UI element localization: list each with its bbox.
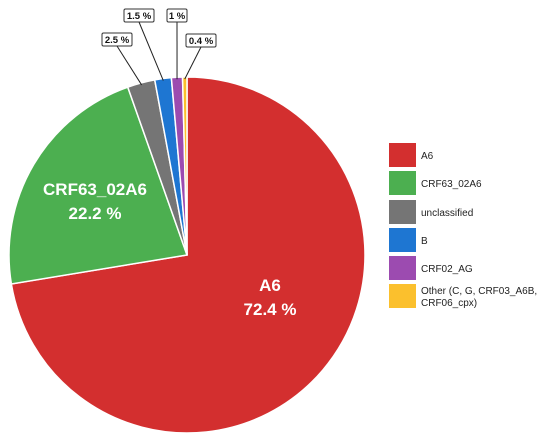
pie-slice-a6 — [10, 76, 366, 434]
slice-percent-label: 2.5 % — [105, 35, 130, 46]
legend-swatch — [389, 228, 416, 252]
slice-percent-label: 0.4 % — [189, 36, 214, 47]
legend-item-a6: A6 — [389, 143, 434, 167]
slice-category-label: A6 — [259, 276, 281, 295]
legend-label: A6 — [421, 151, 434, 162]
callout-leader-unclassified — [116, 45, 143, 86]
legend-label: CRF02_AG — [421, 264, 473, 275]
pie-slice-crf63-02a6 — [8, 86, 189, 285]
legend-label: CRF63_02A6 — [421, 179, 482, 190]
legend-item-crf63-02a6: CRF63_02A6 — [389, 171, 482, 195]
legend-item-unclassified: unclassified — [389, 200, 473, 224]
callout-box-unclassified — [101, 32, 133, 47]
legend-label: Other (C, G, CRF03_A6B, — [421, 286, 537, 297]
callout-leader-b — [138, 21, 164, 81]
legend-item-crf02-ag: CRF02_AG — [389, 256, 473, 280]
legend-swatch — [389, 171, 416, 195]
legend-label: B — [421, 236, 428, 247]
slice-percent-label: 1.5 % — [127, 11, 152, 22]
slice-percent-label: 1 % — [169, 11, 186, 22]
slice-percent-label: 72.4 % — [244, 300, 297, 319]
legend-swatch — [389, 284, 416, 308]
callout-leader-other-c-g-crf03-a6b-crf06-cpx — [184, 46, 202, 80]
slice-label-crf63-02a6: CRF63_02A6 22.2 % — [43, 180, 147, 223]
legend-item-b: B — [389, 228, 428, 252]
legend-label: CRF06_cpx) — [421, 298, 477, 309]
legend-swatch — [389, 143, 416, 167]
callout-box-other-c-g-crf03-a6b-crf06-cpx — [185, 33, 217, 48]
legend-swatch — [389, 256, 416, 280]
pie-slice-other-c-g-crf03-a6b-crf06-cpx — [181, 76, 188, 256]
slice-category-label: CRF63_02A6 — [43, 180, 147, 199]
slice-percent-label: 22.2 % — [69, 204, 122, 223]
callout-box-b — [123, 8, 155, 23]
legend-item-other-c-g-crf03-a6b-crf06-cpx: Other (C, G, CRF03_A6B,CRF06_cpx) — [389, 284, 537, 309]
callout-box-crf02-ag — [166, 8, 188, 23]
legend-swatch — [389, 200, 416, 224]
slice-label-a6: A6 72.4 % — [244, 276, 297, 319]
legend-label: unclassified — [421, 208, 473, 219]
